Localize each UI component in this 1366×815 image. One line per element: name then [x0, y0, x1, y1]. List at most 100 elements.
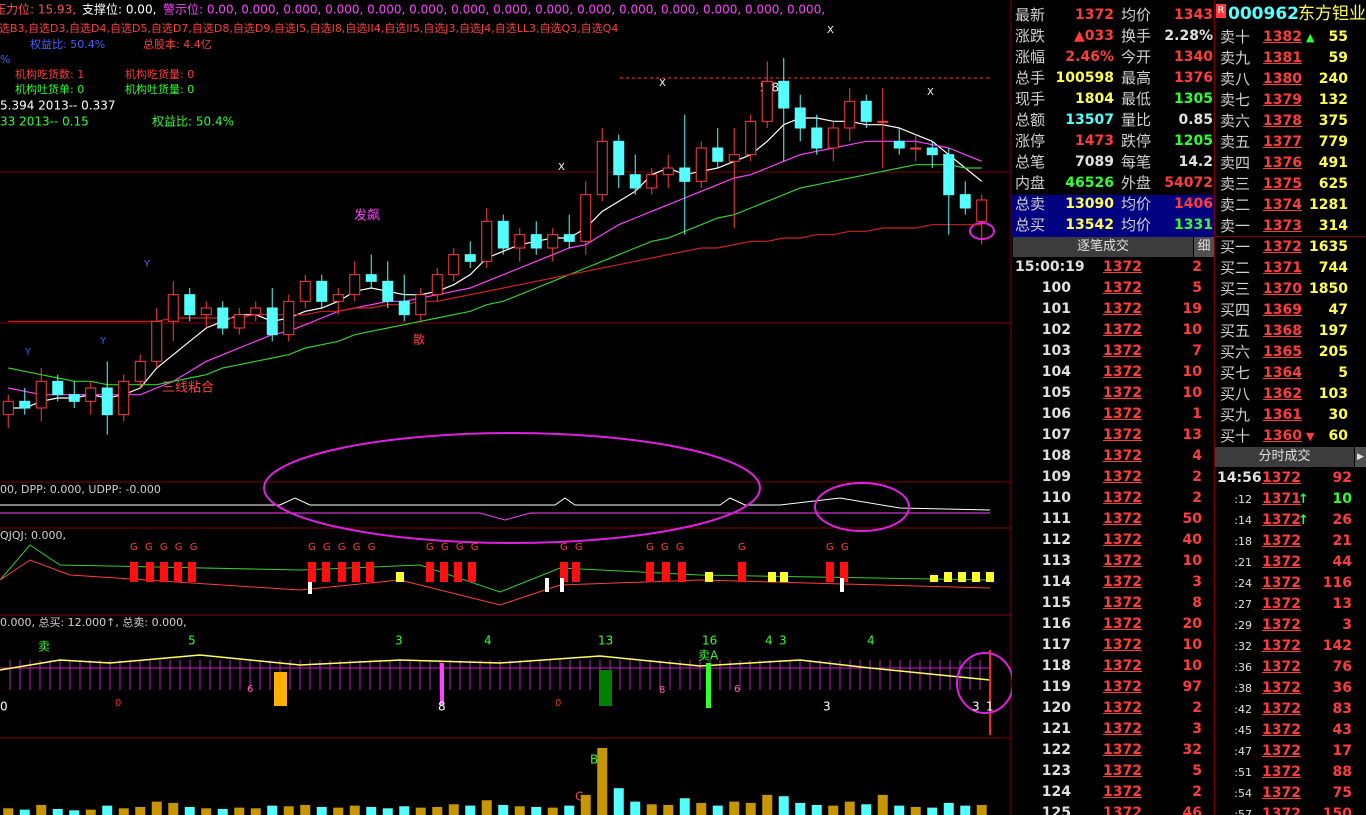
- volume-bar: [646, 804, 657, 815]
- tick-price: 1372: [1103, 448, 1142, 464]
- book-volume: 1850: [1309, 281, 1348, 297]
- volume-bar: [333, 807, 344, 815]
- tick-volume: 1: [1192, 406, 1202, 422]
- candle-body: [200, 307, 212, 316]
- quote-value: 54072: [1164, 175, 1213, 191]
- candle-body: [167, 294, 179, 322]
- candle-body: [464, 254, 476, 262]
- quote-label: 跌停: [1121, 132, 1152, 150]
- tick-time: 103: [1041, 343, 1071, 359]
- quote-value: 1372: [1075, 7, 1114, 23]
- minute-button[interactable]: ▶: [1355, 447, 1366, 467]
- annotation: 三线粘合: [162, 381, 214, 396]
- candle-body: [299, 280, 311, 302]
- annotation: G: [738, 542, 746, 553]
- quote-value: 46526: [1065, 175, 1114, 191]
- volume-bar: [745, 802, 756, 815]
- annotation: 3: [779, 634, 787, 648]
- annotation: 3: [972, 700, 980, 714]
- annotations: 发飙 三线粘合 5.85 散 X X X X Y Y Y 卖 5 3 4 13 …: [0, 25, 994, 804]
- annotation: G G G G G: [308, 542, 377, 553]
- tick-price: 1372: [1103, 259, 1142, 275]
- annotation: G G G G G: [130, 542, 199, 553]
- quote-value: 100598: [1055, 70, 1114, 86]
- minute-price: 1372: [1262, 512, 1301, 528]
- quote-value: 1473: [1075, 133, 1114, 149]
- quote-value: 1406: [1174, 196, 1213, 212]
- quote-label: 涨跌: [1015, 27, 1046, 45]
- quote-value: 0.85: [1178, 112, 1213, 128]
- candle-body: [448, 254, 460, 276]
- tick-price: 1372: [1103, 301, 1142, 317]
- book-label: 买十: [1220, 427, 1251, 445]
- volume-bar: [943, 802, 954, 815]
- tick-price: 1372: [1103, 532, 1142, 548]
- candle-body: [712, 147, 724, 162]
- minute-price: 1372: [1262, 806, 1301, 815]
- tick-price: 1372: [1103, 427, 1142, 443]
- candle-body: [893, 140, 905, 149]
- minute-price: 1372: [1262, 680, 1301, 696]
- candle-body: [563, 234, 575, 242]
- minute-header: 分时成交: [1215, 447, 1354, 467]
- volume-bar: [597, 748, 608, 815]
- candle-body: [926, 147, 938, 156]
- tick-button[interactable]: 细: [1194, 237, 1214, 257]
- quote-label: 最低: [1121, 90, 1152, 108]
- volume-bar: [267, 805, 278, 815]
- candle-body: [794, 107, 806, 129]
- candle-body: [481, 220, 493, 262]
- tick-time: 116: [1041, 616, 1071, 632]
- book-volume: 779: [1318, 134, 1348, 150]
- header-support: 支撑位: 0.00,: [82, 2, 156, 17]
- book-price: 1381: [1263, 50, 1302, 66]
- candle-body: [2, 400, 14, 416]
- header-pct: %: [0, 53, 10, 66]
- volume-bar: [399, 806, 410, 815]
- book-volume: 30: [1328, 407, 1348, 423]
- minute-time: :51: [1234, 766, 1252, 779]
- annotation: Y: [24, 347, 32, 358]
- book-price: 1369: [1263, 302, 1302, 318]
- tick-time: 114: [1041, 574, 1071, 590]
- candle-body: [976, 199, 988, 222]
- minute-time: :21: [1234, 556, 1252, 569]
- book-volume: 1281: [1309, 197, 1348, 213]
- tick-price: 1372: [1103, 616, 1142, 632]
- volume-bar: [564, 805, 575, 815]
- tick-volume: 10: [1182, 364, 1202, 380]
- volume-bar: [415, 807, 426, 815]
- volume-bar: [663, 804, 674, 815]
- volume-bar: [217, 808, 228, 815]
- minute-volume: 21: [1332, 533, 1352, 549]
- candle-body: [266, 307, 278, 336]
- tick-volume: 50: [1182, 511, 1202, 527]
- tick-volume: 97: [1182, 679, 1202, 695]
- book-label: 买六: [1220, 343, 1251, 361]
- book-price: 1364: [1263, 365, 1302, 381]
- volume-bar: [811, 804, 822, 815]
- minute-time: :45: [1234, 724, 1252, 737]
- quote-label: 总手: [1015, 69, 1046, 87]
- badge: R: [1216, 4, 1226, 18]
- annotation: G G: [560, 542, 585, 553]
- stock-name: 东方钽业: [1298, 4, 1366, 24]
- minute-volume: 44: [1332, 554, 1352, 570]
- volume-bar: [514, 806, 525, 815]
- tick-price: 1372: [1103, 574, 1142, 590]
- book-label: 买九: [1220, 406, 1251, 424]
- volume-bar: [382, 808, 393, 815]
- tick-time: 120: [1041, 700, 1071, 716]
- candle-body: [728, 154, 740, 162]
- book-price: 1372: [1263, 239, 1302, 255]
- book-volume: 205: [1318, 344, 1348, 360]
- annotation: 13: [598, 634, 613, 648]
- ma-line: [8, 224, 982, 322]
- quote-value: 1205: [1174, 133, 1213, 149]
- tick-time: 115: [1041, 595, 1071, 611]
- quote-label: 均价: [1121, 216, 1152, 234]
- minute-price: 1372: [1262, 533, 1301, 549]
- quote-label: 均价: [1121, 195, 1152, 213]
- stock-code: 000962: [1228, 4, 1299, 24]
- book-price: 1380: [1263, 71, 1302, 87]
